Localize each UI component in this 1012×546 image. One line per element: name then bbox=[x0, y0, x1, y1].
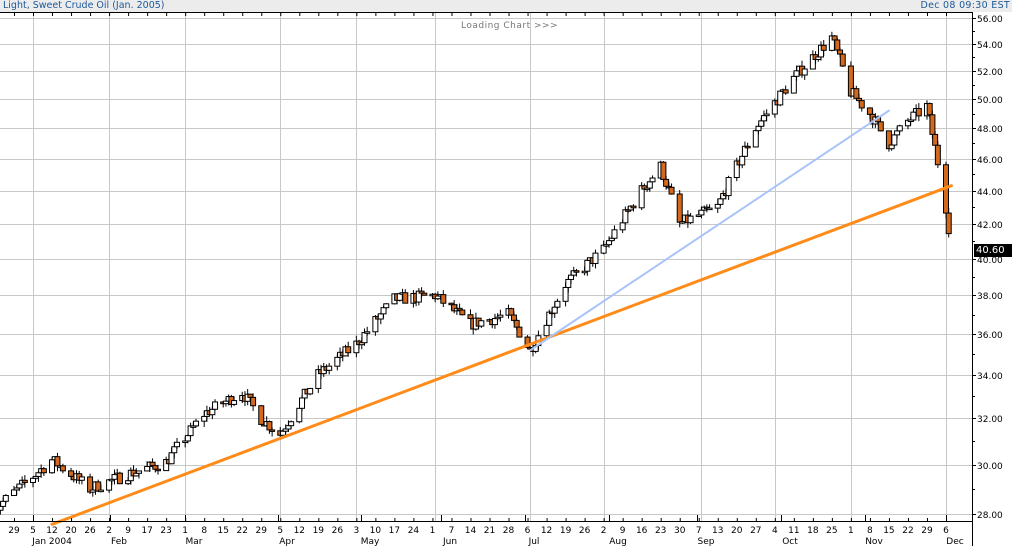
svg-text:44.00: 44.00 bbox=[977, 188, 1003, 198]
svg-text:10: 10 bbox=[370, 526, 382, 536]
svg-text:6: 6 bbox=[943, 526, 949, 536]
svg-text:27: 27 bbox=[750, 526, 761, 536]
svg-text:8: 8 bbox=[867, 526, 873, 536]
svg-text:56.00: 56.00 bbox=[977, 15, 1003, 25]
svg-text:15: 15 bbox=[217, 526, 228, 536]
svg-text:36.00: 36.00 bbox=[977, 331, 1003, 341]
svg-text:7: 7 bbox=[449, 526, 455, 536]
svg-text:Dec: Dec bbox=[946, 537, 963, 546]
svg-text:5: 5 bbox=[277, 526, 283, 536]
svg-text:Oct: Oct bbox=[782, 537, 798, 546]
svg-text:42.00: 42.00 bbox=[977, 221, 1003, 231]
svg-text:30: 30 bbox=[674, 526, 686, 536]
svg-text:18: 18 bbox=[807, 526, 819, 536]
svg-text:24: 24 bbox=[408, 526, 420, 536]
svg-text:Jan 2004: Jan 2004 bbox=[31, 537, 72, 546]
svg-text:38.00: 38.00 bbox=[977, 292, 1003, 302]
svg-text:2: 2 bbox=[601, 526, 607, 536]
svg-text:Feb: Feb bbox=[111, 537, 127, 546]
svg-text:50.00: 50.00 bbox=[977, 96, 1003, 106]
svg-text:1: 1 bbox=[182, 526, 188, 536]
svg-text:26: 26 bbox=[84, 526, 96, 536]
timestamp: Dec 08 09:30 EST bbox=[920, 0, 1010, 11]
svg-text:54.00: 54.00 bbox=[977, 41, 1003, 51]
svg-text:5: 5 bbox=[30, 526, 36, 536]
svg-text:12: 12 bbox=[46, 526, 57, 536]
svg-text:2: 2 bbox=[106, 526, 112, 536]
svg-text:4: 4 bbox=[772, 526, 778, 536]
svg-text:22: 22 bbox=[902, 526, 913, 536]
chart-header: Light, Sweet Crude Oil (Jan. 2005) Dec 0… bbox=[0, 0, 1012, 12]
svg-text:13: 13 bbox=[712, 526, 723, 536]
svg-text:Mar: Mar bbox=[186, 537, 203, 546]
svg-text:17: 17 bbox=[389, 526, 400, 536]
svg-text:25: 25 bbox=[826, 526, 837, 536]
trendlines bbox=[50, 109, 953, 526]
svg-text:46.00: 46.00 bbox=[977, 156, 1003, 166]
candles bbox=[0, 31, 952, 515]
svg-text:48.00: 48.00 bbox=[977, 125, 1003, 135]
axes: 56.00 54.00 52.00 50.00 48.00 46.00 44.00 42.00… bbox=[0, 12, 1003, 546]
svg-text:20: 20 bbox=[731, 526, 743, 536]
svg-text:14: 14 bbox=[465, 526, 477, 536]
svg-text:22: 22 bbox=[0, 526, 1, 536]
svg-text:12: 12 bbox=[294, 526, 305, 536]
svg-text:1: 1 bbox=[430, 526, 436, 536]
svg-text:Apr: Apr bbox=[279, 537, 295, 546]
svg-text:26: 26 bbox=[332, 526, 344, 536]
svg-text:32.00: 32.00 bbox=[977, 415, 1003, 425]
svg-text:12: 12 bbox=[541, 526, 552, 536]
svg-text:20: 20 bbox=[65, 526, 77, 536]
last-price-tag: 40.60 bbox=[974, 244, 1012, 257]
svg-text:52.00: 52.00 bbox=[977, 68, 1003, 78]
svg-text:40.00: 40.00 bbox=[977, 256, 1003, 266]
svg-text:23: 23 bbox=[160, 526, 171, 536]
svg-text:Jun: Jun bbox=[442, 537, 457, 546]
chart-title: Light, Sweet Crude Oil (Jan. 2005) bbox=[3, 0, 165, 11]
svg-text:8: 8 bbox=[201, 526, 207, 536]
svg-text:3: 3 bbox=[353, 526, 359, 536]
svg-text:21: 21 bbox=[484, 526, 495, 536]
svg-text:29: 29 bbox=[256, 526, 268, 536]
svg-text:Nov: Nov bbox=[865, 537, 883, 546]
loading-status: Loading Chart >>> bbox=[461, 21, 559, 31]
svg-text:22: 22 bbox=[237, 526, 248, 536]
svg-text:15: 15 bbox=[883, 526, 894, 536]
svg-text:29: 29 bbox=[8, 526, 20, 536]
svg-text:23: 23 bbox=[655, 526, 666, 536]
svg-text:6: 6 bbox=[525, 526, 531, 536]
svg-text:30.00: 30.00 bbox=[977, 462, 1003, 472]
svg-text:19: 19 bbox=[313, 526, 325, 536]
svg-text:1: 1 bbox=[848, 526, 854, 536]
svg-text:9: 9 bbox=[125, 526, 131, 536]
svg-text:7: 7 bbox=[696, 526, 702, 536]
svg-text:17: 17 bbox=[141, 526, 152, 536]
svg-text:May: May bbox=[361, 537, 380, 546]
svg-text:34.00: 34.00 bbox=[977, 372, 1003, 382]
svg-text:28: 28 bbox=[503, 526, 515, 536]
svg-text:Sep: Sep bbox=[698, 537, 715, 546]
svg-text:29: 29 bbox=[921, 526, 933, 536]
grid-lines bbox=[0, 12, 972, 521]
svg-text:26: 26 bbox=[579, 526, 591, 536]
svg-text:9: 9 bbox=[620, 526, 626, 536]
svg-text:Jul: Jul bbox=[528, 537, 540, 546]
svg-text:16: 16 bbox=[636, 526, 648, 536]
svg-text:28.00: 28.00 bbox=[977, 511, 1003, 521]
svg-text:Aug: Aug bbox=[609, 537, 627, 546]
svg-text:11: 11 bbox=[788, 526, 799, 536]
svg-text:19: 19 bbox=[560, 526, 572, 536]
